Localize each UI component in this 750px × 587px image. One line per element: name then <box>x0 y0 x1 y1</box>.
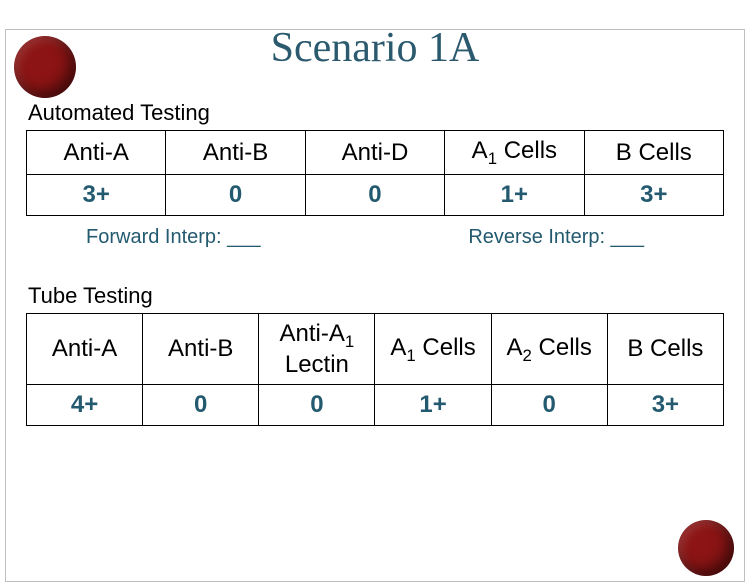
slide-frame <box>5 29 745 582</box>
decor-sphere-bottom <box>678 520 734 576</box>
decor-sphere-top <box>14 36 76 98</box>
